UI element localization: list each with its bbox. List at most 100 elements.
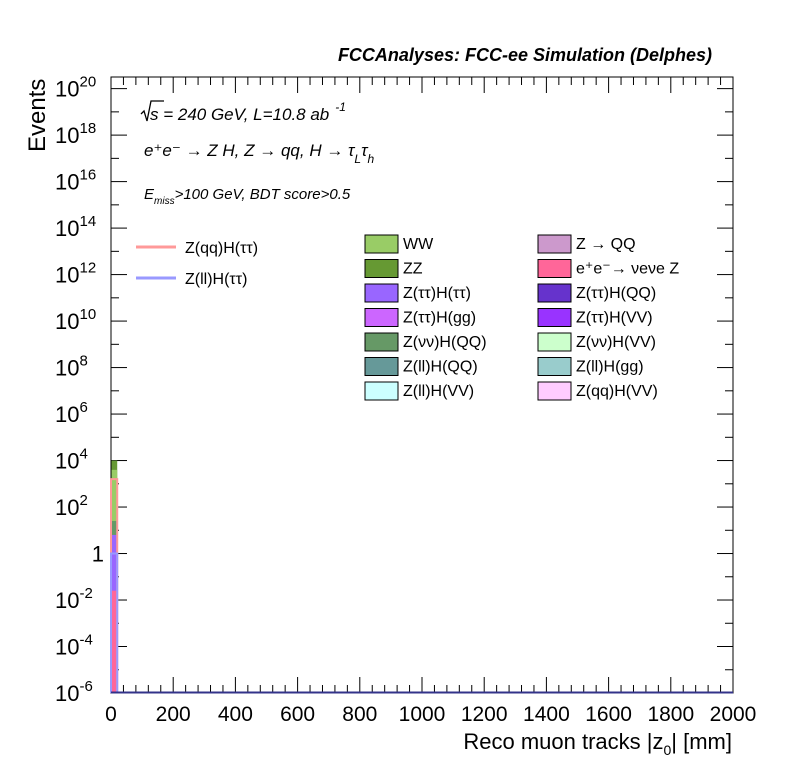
legend-swatch (364, 381, 399, 401)
y-tick-base: 10 (55, 77, 79, 102)
y-tick-base: 10 (55, 356, 79, 381)
y-axis-label: Events (24, 79, 51, 152)
legend-swatch (364, 234, 399, 254)
y-tick-base: 10 (55, 263, 79, 288)
y-tick-base: 10 (55, 635, 79, 660)
x-tick-label: 1400 (523, 703, 570, 726)
annotation-process-sub2: h (367, 152, 374, 166)
y-tick-label: 106 (55, 399, 88, 427)
x-tick-label: 200 (156, 703, 191, 726)
legend-label: Z(ττ)H(gg) (403, 310, 476, 327)
y-tick-label: 108 (55, 353, 88, 381)
y-tick-label: 1016 (55, 167, 96, 195)
y-tick-base: 10 (55, 495, 79, 520)
x-axis-label-tail: | [mm] (671, 729, 732, 754)
y-tick-base: 10 (55, 170, 79, 195)
annotation-energy-sup: -1 (335, 100, 346, 114)
y-tick-exp: -2 (79, 585, 92, 602)
legend-label: Z(ll)H(gg) (576, 359, 644, 376)
chart-title: FCCAnalyses: FCC-ee Simulation (Delphes) (338, 45, 712, 65)
y-tick-base: 10 (55, 402, 79, 427)
y-tick-base: 10 (55, 309, 79, 334)
y-tick-label: 10-4 (55, 632, 93, 660)
legend-label: e⁺e⁻→ νeνe Z (576, 261, 679, 278)
y-tick-base: 10 (55, 216, 79, 241)
x-tick-label: 2000 (710, 703, 757, 726)
y-tick-exp: 12 (79, 260, 96, 277)
y-tick-exp: 20 (79, 74, 96, 91)
legend: Z(qq)H(ττ) Z(ll)H(ττ) WW Z → QQ ZZ e⁺e⁻→ νeνe… (136, 234, 679, 401)
legend-label: Z(ll)H(VV) (403, 383, 474, 400)
annotation-process-sub1: L (354, 152, 361, 166)
x-axis-label-sub: 0 (663, 742, 671, 758)
y-tick-exp: 6 (79, 399, 87, 416)
y-tick-label: 1010 (55, 306, 96, 334)
legend-label: Z(νν)H(QQ) (403, 334, 487, 351)
y-tick-label: 104 (55, 446, 88, 474)
annotation-process-tau: τ (361, 141, 369, 160)
legend-swatch (537, 381, 572, 401)
legend-label: Z(ττ)H(VV) (576, 310, 653, 327)
legend-swatch (364, 332, 399, 352)
annotation-cut-sub: miss (154, 196, 175, 207)
legend-label: Z(ττ)H(ττ) (403, 285, 471, 302)
y-tick-label: 102 (55, 492, 88, 520)
legend-label: Z(ll)H(QQ) (403, 359, 478, 376)
y-tick-exp: -4 (79, 632, 92, 649)
legend-label: Z(ll)H(ττ) (185, 271, 247, 288)
annotation-process: e⁺e⁻ → Z H, Z → qq, H → τLτh (144, 141, 374, 166)
y-tick-exp: 18 (79, 120, 96, 137)
annotation-cut-prefix: E (144, 186, 155, 203)
axis-ticks: 0 200 400 600 800 1000 1200 1400 1600 1800 2000102… (55, 74, 756, 726)
x-tick-label: 1000 (399, 703, 446, 726)
legend-label: Z → QQ (576, 236, 636, 253)
y-tick-label: 10-6 (55, 678, 93, 706)
legend-swatch (364, 357, 399, 376)
y-tick-label: 1 (92, 542, 104, 567)
x-tick-label: 1800 (647, 703, 694, 726)
stack-bar-e-e-e-e-z (111, 590, 118, 693)
y-tick-label: 1020 (55, 74, 96, 102)
y-tick-base: 10 (55, 449, 79, 474)
legend-swatch (537, 357, 572, 376)
y-tick-exp: 2 (79, 492, 87, 509)
legend-swatch (364, 259, 399, 278)
legend-label: Z(ττ)H(QQ) (576, 285, 656, 302)
legend-swatch (364, 283, 399, 303)
y-tick-label: 10-2 (55, 585, 93, 613)
legend-swatch (537, 332, 572, 352)
annotation-process-text: e⁺e⁻ → Z H, Z → qq, H → τ (144, 141, 356, 160)
x-tick-label: 1200 (461, 703, 508, 726)
x-tick-label: 600 (280, 703, 315, 726)
annotation-cut-tail: >100 GeV, BDT score>0.5 (175, 186, 351, 203)
y-tick-base: 10 (55, 681, 79, 706)
legend-swatch (537, 283, 572, 303)
legend-label: Z(qq)H(VV) (576, 383, 658, 400)
x-tick-label: 800 (342, 703, 377, 726)
legend-label: WW (403, 236, 434, 253)
annotation-energy: s = 240 GeV, L=10.8 ab -1 (140, 100, 346, 124)
x-tick-label: 1600 (585, 703, 632, 726)
legend-swatch (537, 259, 572, 278)
x-axis-label-main: Reco muon tracks |z (463, 729, 663, 754)
y-tick-label: 1018 (55, 120, 96, 148)
svg-text:s = 240 GeV, L=10.8 ab-1: s = 240 GeV, L=10.8 ab -1 (150, 100, 346, 124)
y-tick-exp: 8 (79, 353, 87, 370)
legend-label: Z(qq)H(ττ) (185, 240, 258, 257)
legend-label: ZZ (403, 261, 423, 278)
annotation-energy-text: s = 240 GeV, L=10.8 ab (150, 105, 329, 124)
y-tick-exp: 4 (79, 446, 87, 463)
x-axis-label: Reco muon tracks |z0| [mm] (463, 729, 732, 758)
y-tick-base: 10 (55, 123, 79, 148)
legend-swatch (537, 234, 572, 254)
signal-hist-z-ll-h- (110, 552, 119, 693)
y-tick-label: 1014 (55, 213, 96, 241)
y-tick-exp: 10 (79, 306, 96, 323)
legend-swatch (364, 308, 399, 327)
x-tick-label: 0 (105, 703, 117, 726)
legend-swatch (537, 308, 572, 327)
y-tick-exp: 16 (79, 167, 96, 184)
y-tick-label: 1012 (55, 260, 96, 288)
